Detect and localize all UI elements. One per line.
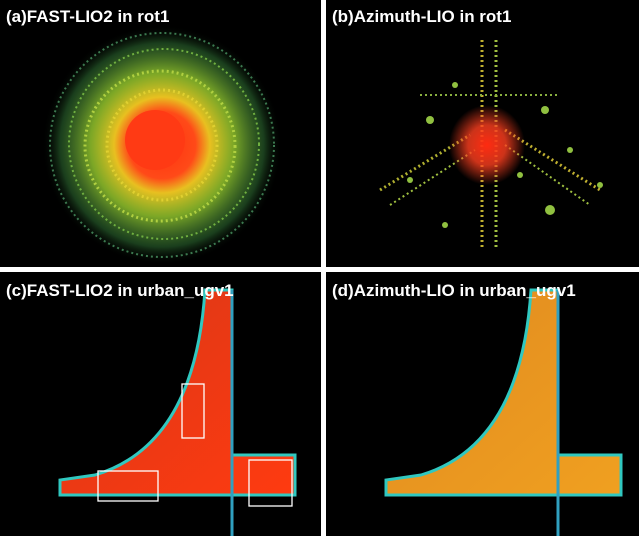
panel-b: (b)Azimuth-LIO in rot1 (326, 0, 639, 267)
panel-label: (c)FAST-LIO2 in urban_ugv1 (6, 281, 234, 300)
center (125, 110, 185, 170)
panel-d: (d)Azimuth-LIO in urban_ugv1 (326, 272, 639, 536)
center (449, 105, 525, 185)
panel-label: (a)FAST-LIO2 in rot1 (6, 7, 169, 26)
panel-c: (c)FAST-LIO2 in urban_ugv1 (0, 272, 321, 536)
panel-label: (b)Azimuth-LIO in rot1 (332, 7, 511, 26)
figure: (a)FAST-LIO2 in rot1 (b)Azimuth-LIO in r… (0, 0, 639, 536)
panel-a: (a)FAST-LIO2 in rot1 (0, 0, 321, 267)
panel-label: (d)Azimuth-LIO in urban_ugv1 (332, 281, 576, 300)
